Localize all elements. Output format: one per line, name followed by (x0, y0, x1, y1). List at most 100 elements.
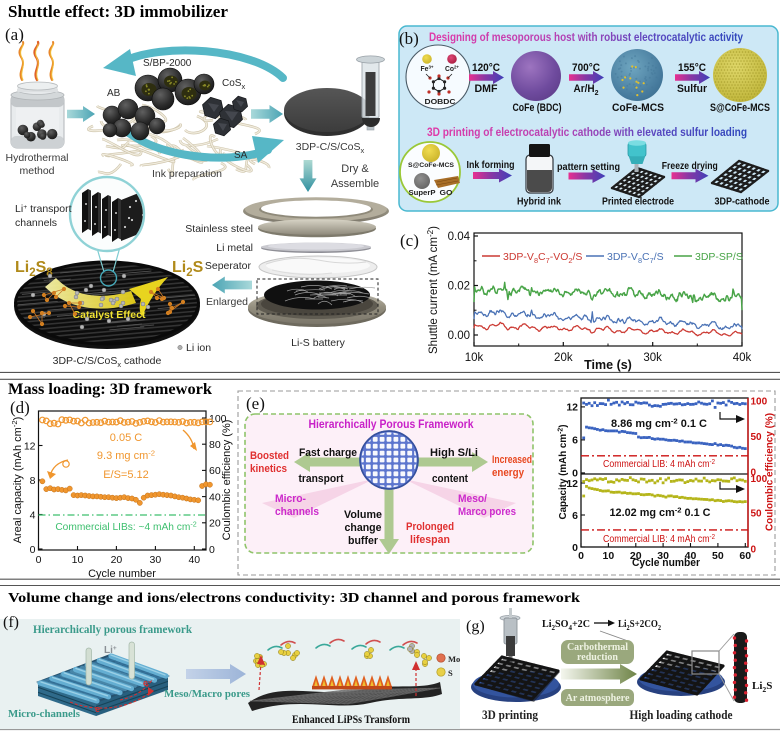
svg-text:GO: GO (440, 190, 454, 197)
svg-text:Prolonged: Prolonged (406, 521, 454, 533)
svg-text:(a): (a) (5, 25, 24, 44)
svg-text:(c): (c) (400, 231, 419, 250)
svg-text:100: 100 (751, 397, 768, 408)
svg-text:content: content (432, 473, 468, 485)
svg-text:High loading cathode: High loading cathode (630, 708, 733, 722)
svg-text:reduction: reduction (577, 652, 618, 663)
svg-text:Meso/Macro pores: Meso/Macro pores (164, 688, 251, 700)
svg-text:Sulfur: Sulfur (677, 83, 708, 95)
svg-text:S@CoFe-MCS: S@CoFe-MCS (408, 162, 454, 169)
svg-text:Li2S+2CO2: Li2S+2CO2 (618, 619, 661, 632)
svg-text:channels: channels (275, 506, 319, 518)
svg-text:Fast charge: Fast charge (299, 447, 357, 459)
svg-text:30k: 30k (643, 352, 662, 364)
svg-text:energy: energy (492, 467, 525, 479)
svg-text:CoFe (BDC): CoFe (BDC) (513, 102, 562, 114)
svg-text:30: 30 (657, 550, 669, 562)
svg-text:Enhanced LiPSs Transform: Enhanced LiPSs Transform (292, 714, 410, 726)
svg-text:Li2S8: Li2S8 (15, 259, 53, 279)
svg-text:60: 60 (739, 550, 751, 562)
svg-text:S: S (448, 668, 453, 678)
svg-text:120°C: 120°C (472, 62, 500, 74)
svg-text:Marco pores: Marco pores (458, 506, 516, 518)
svg-text:Fe3+: Fe3+ (421, 65, 434, 74)
svg-text:3DP-cathode: 3DP-cathode (715, 196, 770, 208)
svg-text:40k: 40k (733, 352, 752, 364)
svg-text:Li metal: Li metal (216, 242, 253, 254)
svg-text:20k: 20k (554, 352, 573, 364)
svg-text:0: 0 (572, 468, 578, 480)
svg-text:Coulombic efficiency (%): Coulombic efficiency (%) (221, 420, 233, 541)
svg-text:40: 40 (209, 491, 221, 503)
svg-text:0.02: 0.02 (448, 281, 470, 293)
svg-text:Ar atmosphere: Ar atmosphere (566, 693, 630, 704)
svg-text:Mass loading: 3D framework: Mass loading: 3D framework (8, 381, 212, 398)
svg-text:50: 50 (751, 509, 763, 520)
svg-text:Increased: Increased (492, 454, 532, 466)
svg-text:CoSx: CoSx (222, 78, 245, 91)
svg-text:CoFe-MCS: CoFe-MCS (612, 102, 664, 114)
svg-text:Assemble: Assemble (331, 178, 379, 190)
svg-text:Seperator: Seperator (205, 260, 252, 272)
svg-text:0: 0 (751, 545, 757, 556)
svg-text:4: 4 (30, 509, 36, 521)
svg-text:(d): (d) (10, 398, 30, 417)
svg-text:S@CoFe-MCS: S@CoFe-MCS (710, 102, 770, 114)
svg-text:3D printing: 3D printing (482, 708, 539, 722)
svg-text:40: 40 (685, 550, 697, 562)
svg-text:Cycle number: Cycle number (632, 557, 701, 569)
svg-text:12: 12 (566, 478, 578, 490)
svg-text:(f): (f) (3, 614, 19, 631)
svg-text:3DP-SP/S: 3DP-SP/S (695, 251, 743, 263)
svg-text:e-: e- (143, 678, 150, 688)
svg-text:AB: AB (107, 88, 121, 99)
svg-text:(b): (b) (399, 29, 419, 48)
svg-text:Commercial LIB: 4 mAh cm-2: Commercial LIB: 4 mAh cm-2 (603, 534, 715, 545)
svg-text:20: 20 (111, 554, 123, 566)
svg-text:0.05 C: 0.05 C (110, 432, 142, 444)
svg-text:3D printing of electrocatalyti: 3D printing of electrocatalytic cathode … (427, 125, 747, 139)
svg-text:3DP-V8C7/S: 3DP-V8C7/S (607, 251, 664, 265)
svg-text:40: 40 (188, 554, 200, 566)
svg-text:Li2SO4+2C: Li2SO4+2C (542, 619, 590, 632)
svg-text:SA: SA (234, 150, 248, 161)
svg-text:DOBDC: DOBDC (425, 97, 457, 106)
svg-text:Shuttle effect: 3D immobilizer: Shuttle effect: 3D immobilizer (8, 2, 228, 21)
svg-text:50: 50 (751, 432, 763, 443)
svg-text:S/BP-2000: S/BP-2000 (143, 58, 192, 69)
svg-text:Printed electrode: Printed electrode (602, 196, 674, 208)
svg-text:Li+ transport: Li+ transport (15, 203, 72, 215)
svg-text:High S/Li: High S/Li (430, 447, 478, 459)
svg-text:0: 0 (36, 554, 42, 566)
svg-text:0: 0 (209, 544, 215, 556)
svg-text:80: 80 (209, 439, 221, 451)
svg-text:Boosted: Boosted (250, 450, 289, 462)
svg-text:12: 12 (566, 402, 578, 414)
svg-text:3DP-V8C7-VO2/S: 3DP-V8C7-VO2/S (503, 251, 582, 265)
svg-text:0: 0 (572, 542, 578, 554)
svg-text:Freeze drying: Freeze drying (662, 160, 718, 172)
svg-text:E/S=5.12: E/S=5.12 (103, 469, 149, 481)
svg-text:Ink forming: Ink forming (467, 159, 515, 171)
svg-text:Stainless steel: Stainless steel (185, 223, 253, 235)
svg-text:20: 20 (209, 518, 221, 530)
svg-text:channels: channels (15, 217, 57, 229)
svg-text:3DP-C/S/CoSx: 3DP-C/S/CoSx (296, 141, 365, 155)
svg-text:Designing of mesoporous host w: Designing of mesoporous host with robust… (429, 30, 743, 44)
svg-text:9.3 mg cm-2: 9.3 mg cm-2 (97, 449, 155, 463)
svg-text:6: 6 (572, 435, 578, 447)
svg-text:Volume change and ions/electro: Volume change and ions/electrons conduct… (8, 590, 581, 605)
svg-text:Li2S: Li2S (752, 680, 772, 694)
svg-text:0: 0 (30, 544, 36, 556)
svg-text:Micro-channels: Micro-channels (8, 708, 81, 720)
svg-text:SuperP: SuperP (409, 190, 436, 197)
svg-text:Micro-: Micro- (275, 493, 306, 505)
svg-text:8.86 mg cm-2 0.1 C: 8.86 mg cm-2 0.1 C (611, 417, 707, 431)
svg-text:100: 100 (209, 413, 227, 425)
svg-text:Li-S battery: Li-S battery (291, 337, 345, 349)
svg-text:0: 0 (751, 468, 757, 479)
svg-text:Time (s): Time (s) (584, 358, 632, 372)
svg-text:Carbothermal: Carbothermal (567, 642, 628, 653)
svg-text:30: 30 (150, 554, 162, 566)
svg-text:Ink preparation: Ink preparation (152, 168, 222, 180)
